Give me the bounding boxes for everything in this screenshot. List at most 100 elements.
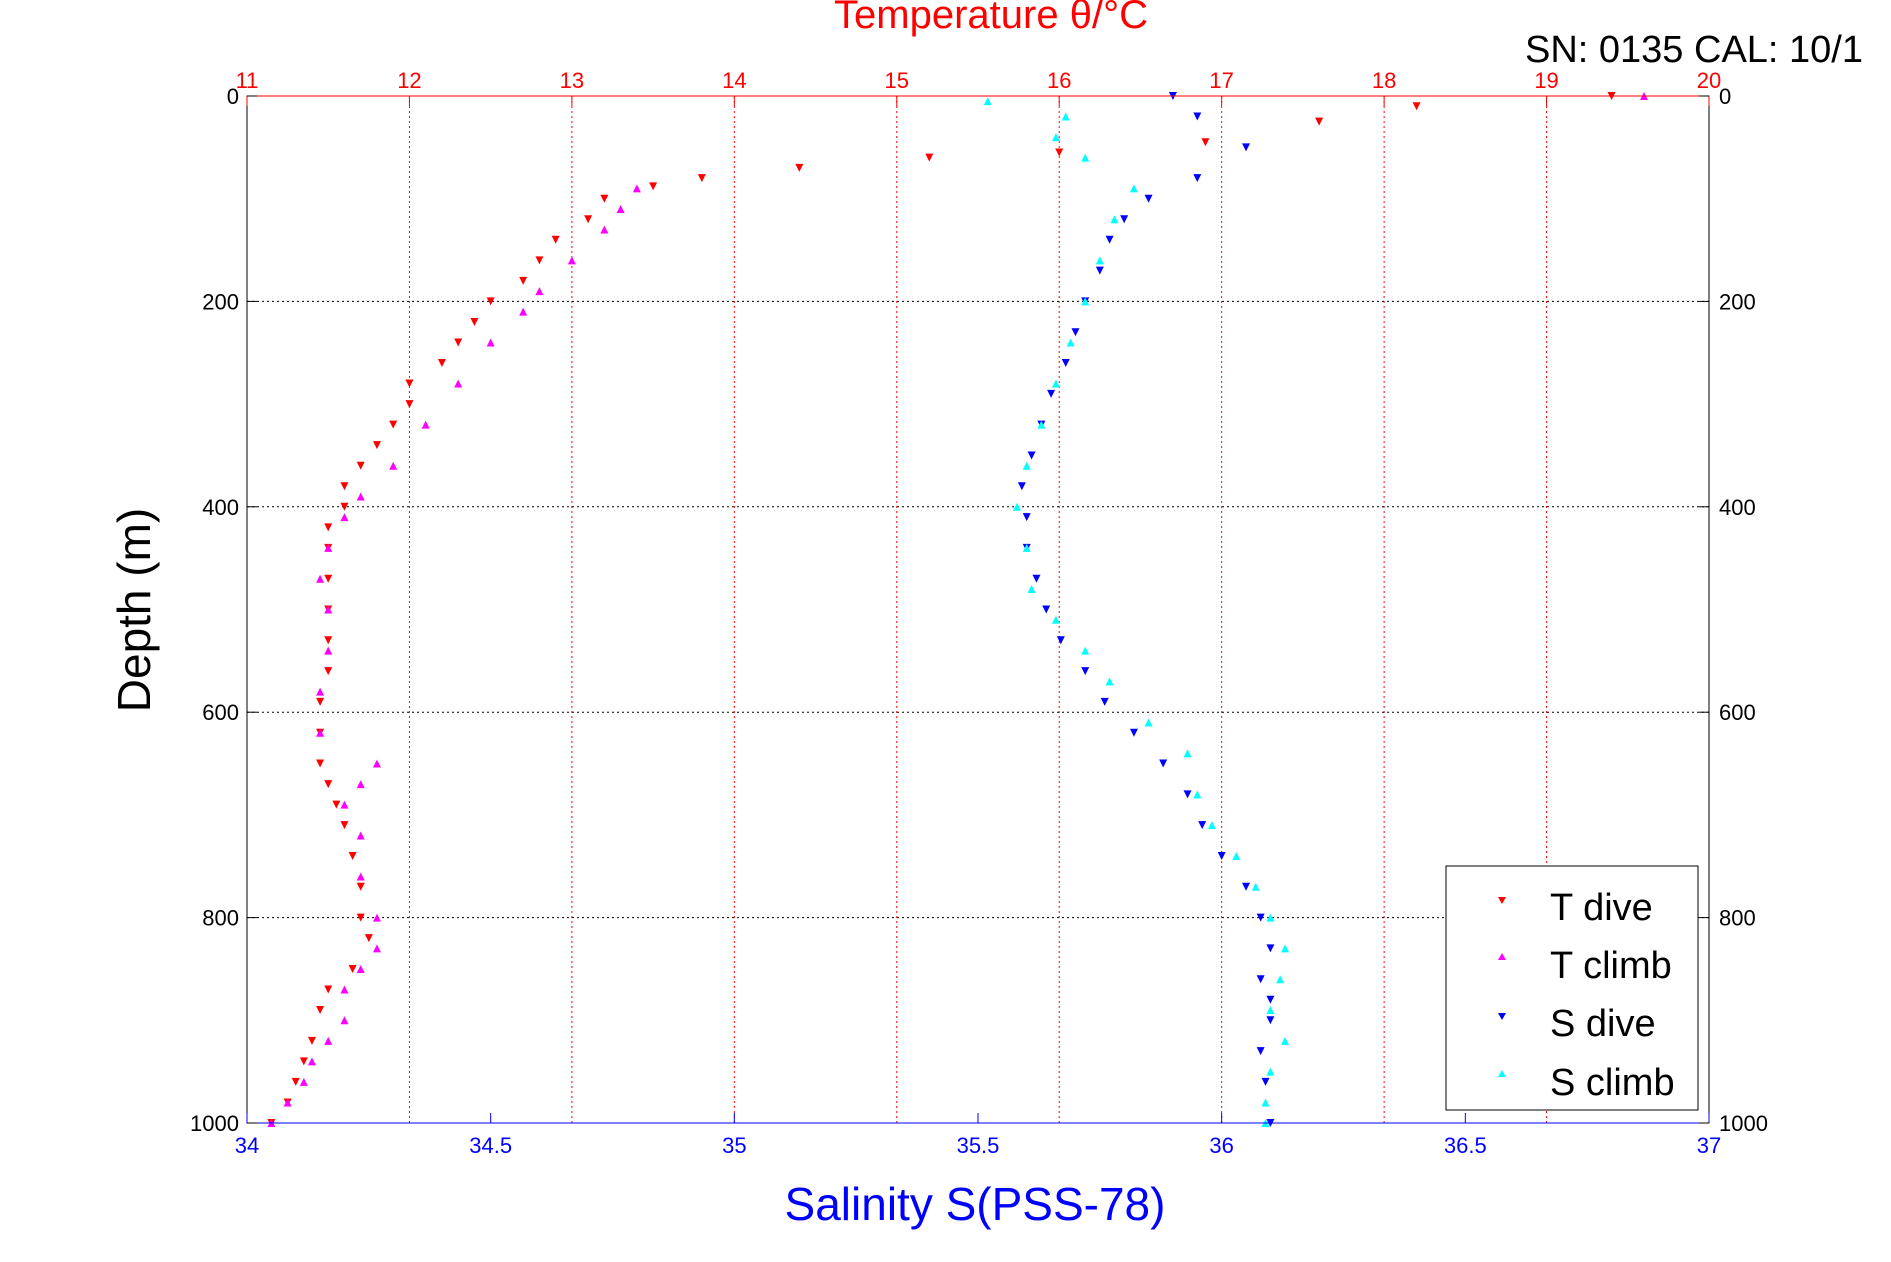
point-t-climb (632, 184, 641, 193)
point-t-climb (454, 379, 463, 388)
legend-label-t-dive: T dive (1550, 887, 1653, 929)
point-t-climb (283, 1098, 292, 1107)
point-s-dive (1256, 975, 1265, 984)
salinity-tick-label: 36 (1209, 1133, 1233, 1158)
salinity-tick-label: 36.5 (1444, 1133, 1487, 1158)
legend-label-s-dive: S dive (1550, 1003, 1656, 1045)
point-s-dive (1183, 790, 1192, 799)
point-s-dive (1100, 697, 1109, 706)
point-t-dive (340, 821, 349, 830)
point-t-dive (519, 276, 528, 285)
point-s-dive (1047, 389, 1056, 398)
point-t-climb (340, 1016, 349, 1025)
temperature-tick-label: 18 (1372, 68, 1396, 93)
point-s-dive (1159, 759, 1168, 768)
legend-marker-t-dive (1498, 897, 1506, 904)
point-t-climb (372, 759, 381, 768)
point-t-dive (389, 420, 398, 429)
point-s-dive (1129, 728, 1138, 737)
point-s-climb (1081, 153, 1090, 162)
series-t-climb (267, 92, 1649, 1127)
point-t-climb (324, 543, 333, 552)
depth-tick-label-right: 600 (1719, 700, 1756, 725)
point-s-climb (983, 97, 992, 106)
point-s-dive (1042, 605, 1051, 614)
point-s-climb (1051, 615, 1060, 624)
legend-label-t-climb: T climb (1550, 945, 1672, 987)
point-s-climb (1193, 790, 1202, 799)
point-t-climb (324, 1036, 333, 1045)
point-t-climb (307, 1057, 316, 1066)
point-s-climb (1012, 502, 1021, 511)
point-t-dive (795, 163, 804, 172)
depth-tick-label-right: 0 (1719, 84, 1731, 109)
point-s-dive (1266, 944, 1275, 953)
temperature-tick-label: 20 (1697, 68, 1721, 93)
depth-tick-label-right: 1000 (1719, 1111, 1768, 1136)
point-s-dive (1266, 995, 1275, 1004)
point-t-dive (316, 759, 325, 768)
point-t-dive (324, 574, 333, 583)
point-s-climb (1051, 133, 1060, 142)
point-t-dive (1055, 148, 1064, 157)
depth-tick-label-left: 0 (227, 84, 239, 109)
point-t-dive (356, 461, 365, 470)
point-t-climb (356, 831, 365, 840)
point-t-dive (324, 523, 333, 532)
point-t-climb (616, 204, 625, 213)
point-t-climb (316, 574, 325, 583)
point-t-dive (316, 697, 325, 706)
point-s-climb (1207, 821, 1216, 830)
point-s-dive (1071, 328, 1080, 337)
point-s-dive (1261, 1077, 1270, 1086)
point-s-climb (1105, 677, 1114, 686)
point-s-climb (1266, 1067, 1275, 1076)
point-s-climb (1183, 749, 1192, 758)
point-s-dive (1095, 266, 1104, 275)
point-t-climb (324, 605, 333, 614)
temperature-tick-label: 13 (560, 68, 584, 93)
temperature-tick-label: 17 (1209, 68, 1233, 93)
point-t-climb (535, 287, 544, 296)
depth-tick-label-left: 1000 (190, 1111, 239, 1136)
point-s-climb (1081, 646, 1090, 655)
point-t-climb (600, 225, 609, 234)
legend-label-s-climb: S climb (1550, 1062, 1675, 1104)
point-s-dive (1017, 482, 1026, 491)
depth-tick-label-right: 400 (1719, 495, 1756, 520)
point-s-dive (1242, 882, 1251, 891)
point-t-dive (299, 1057, 308, 1066)
salinity-tick-label: 37 (1697, 1133, 1721, 1158)
x-axis-label: Salinity S(PSS-78) (785, 1178, 1166, 1230)
point-s-dive (1056, 636, 1065, 645)
point-t-dive (925, 153, 934, 162)
point-t-climb (356, 780, 365, 789)
point-t-dive (584, 215, 593, 224)
point-s-dive (1120, 215, 1129, 224)
point-s-dive (1266, 1016, 1275, 1025)
point-s-climb (1066, 338, 1075, 347)
point-s-dive (1022, 513, 1031, 522)
point-s-climb (1232, 851, 1241, 860)
point-t-climb (372, 944, 381, 953)
point-t-climb (299, 1077, 308, 1086)
point-s-climb (1027, 584, 1036, 593)
point-s-climb (1261, 1098, 1270, 1107)
legend-marker-s-dive (1498, 1013, 1506, 1020)
point-s-climb (1095, 256, 1104, 265)
depth-tick-label-left: 800 (202, 906, 239, 931)
point-s-climb (1266, 913, 1275, 922)
point-s-climb (1022, 543, 1031, 552)
point-t-dive (1315, 117, 1324, 126)
salinity-tick-label: 35.5 (957, 1133, 1000, 1158)
point-t-dive (291, 1077, 300, 1086)
point-s-climb (1081, 297, 1090, 306)
point-t-dive (348, 851, 357, 860)
point-s-climb (1281, 1036, 1290, 1045)
point-t-dive (1201, 138, 1210, 147)
point-s-dive (1193, 174, 1202, 183)
point-t-climb (340, 513, 349, 522)
point-t-climb (519, 307, 528, 316)
point-s-dive (1256, 913, 1265, 922)
